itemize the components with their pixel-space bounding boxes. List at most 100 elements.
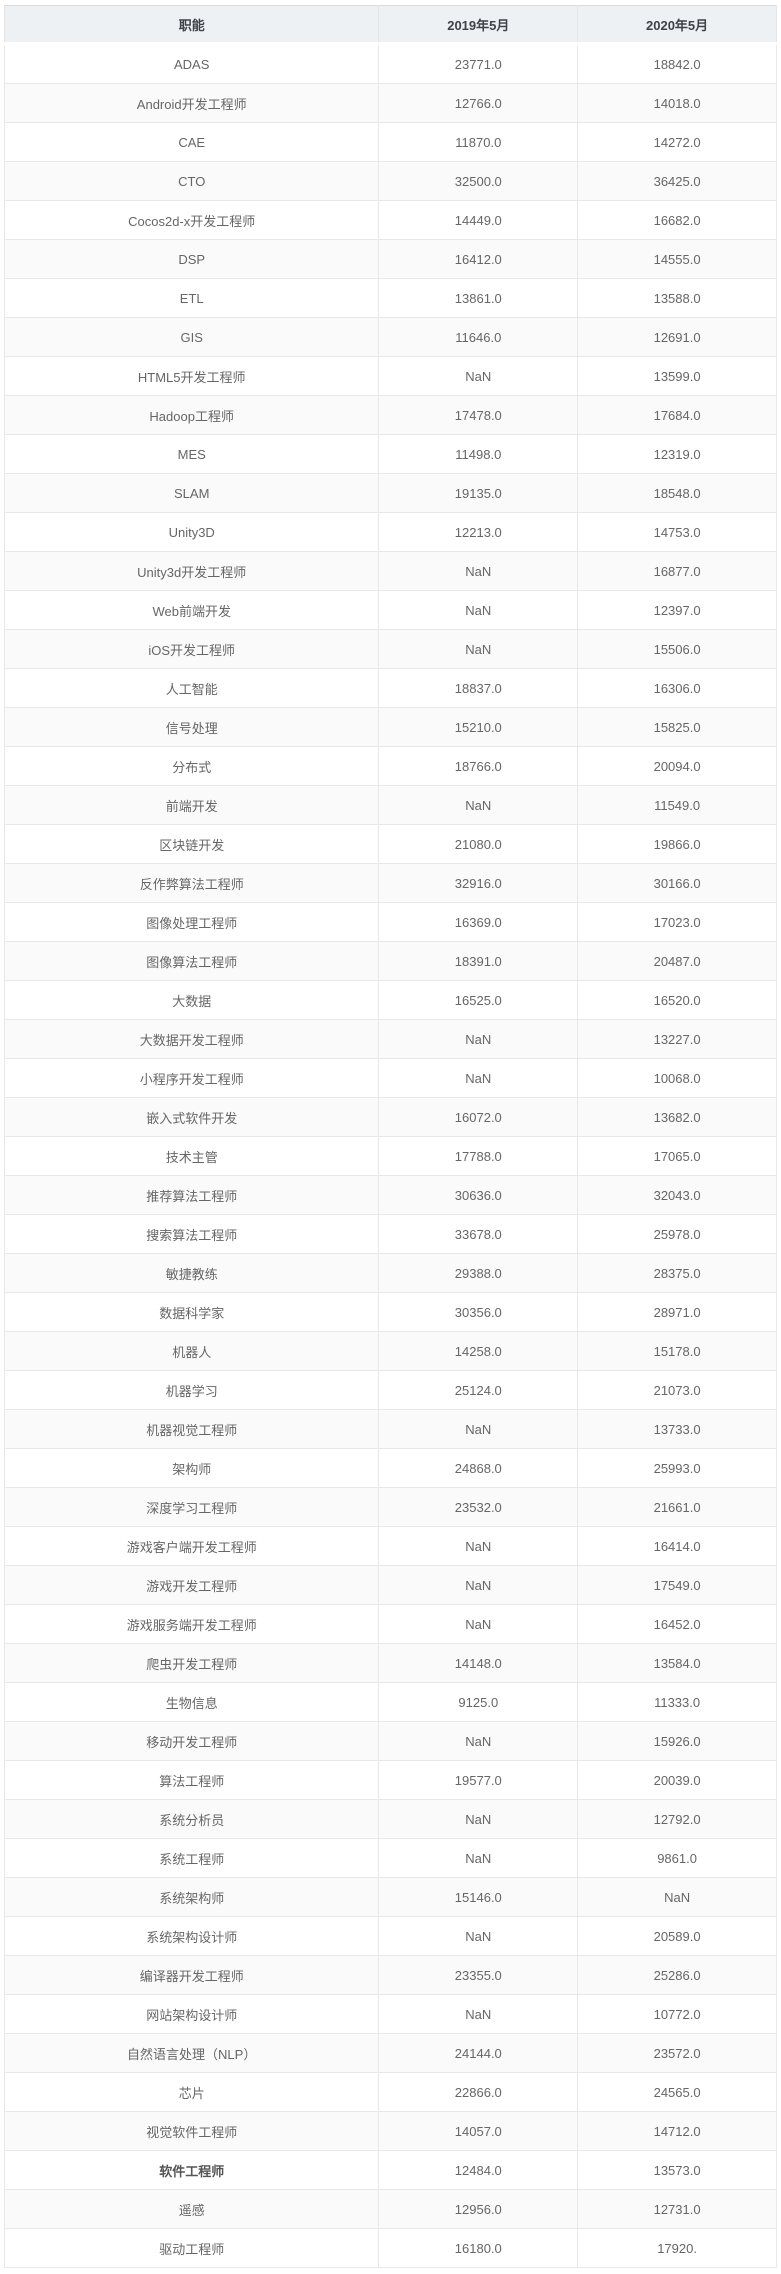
value-2019-cell: 14148.0 (378, 1643, 579, 1683)
value-2019-cell: NaN (378, 1526, 579, 1566)
table-row: Web前端开发 NaN 12397.0 (3, 590, 777, 630)
job-cell: 图像算法工程师 (3, 941, 380, 981)
job-cell: 信号处理 (3, 707, 380, 747)
table-row: Unity3D 12213.0 14753.0 (3, 512, 777, 552)
column-header-2019-05: 2019年5月 (378, 5, 579, 45)
job-cell: Hadoop工程师 (3, 395, 380, 435)
value-2019-cell: NaN (378, 1916, 579, 1956)
column-header-2020-05: 2020年5月 (577, 5, 777, 45)
value-2019-cell: 9125.0 (378, 1682, 579, 1722)
table-row: ADAS 23771.0 18842.0 (3, 43, 777, 84)
table-row: 图像处理工程师 16369.0 17023.0 (3, 902, 777, 942)
table-row: 嵌入式软件开发 16072.0 13682.0 (3, 1097, 777, 1137)
header-row: 职能 2019年5月 2020年5月 (3, 5, 777, 45)
value-2019-cell: NaN (378, 1838, 579, 1878)
value-2019-cell: NaN (378, 629, 579, 669)
value-2020-cell: 16520.0 (577, 980, 777, 1020)
value-2019-cell: 12484.0 (378, 2150, 579, 2190)
job-cell: 爬虫开发工程师 (3, 1643, 380, 1683)
job-cell: MES (3, 434, 380, 474)
job-cell: 分布式 (3, 746, 380, 786)
job-cell: ETL (3, 278, 380, 318)
value-2019-cell: 13861.0 (378, 278, 579, 318)
table-row: 机器人 14258.0 15178.0 (3, 1331, 777, 1371)
column-header-job: 职能 (3, 5, 380, 45)
job-cell: 机器人 (3, 1331, 380, 1371)
job-cell: 游戏开发工程师 (3, 1565, 380, 1605)
value-2019-cell: 11498.0 (378, 434, 579, 474)
value-2020-cell: 14018.0 (577, 83, 777, 123)
value-2020-cell: 17023.0 (577, 902, 777, 942)
value-2019-cell: 32916.0 (378, 863, 579, 903)
table-row: 机器视觉工程师 NaN 13733.0 (3, 1409, 777, 1449)
value-2019-cell: NaN (378, 1721, 579, 1761)
job-cell: 自然语言处理（NLP） (3, 2033, 380, 2073)
value-2020-cell: 16452.0 (577, 1604, 777, 1644)
job-cell: 机器学习 (3, 1370, 380, 1410)
value-2019-cell: NaN (378, 785, 579, 825)
salary-table-container: 职能 2019年5月 2020年5月 ADAS 23771.0 18842.0 … (3, 5, 777, 2268)
table-row: 技术主管 17788.0 17065.0 (3, 1136, 777, 1176)
job-cell: 架构师 (3, 1448, 380, 1488)
table-row: 游戏客户端开发工程师 NaN 16414.0 (3, 1526, 777, 1566)
value-2020-cell: 18842.0 (577, 43, 777, 84)
value-2020-cell: 21073.0 (577, 1370, 777, 1410)
value-2020-cell: 24565.0 (577, 2072, 777, 2112)
job-cell: Android开发工程师 (3, 83, 380, 123)
value-2020-cell: 36425.0 (577, 161, 777, 201)
job-cell: 技术主管 (3, 1136, 380, 1176)
job-cell: 系统分析员 (3, 1799, 380, 1839)
job-cell: 系统架构师 (3, 1877, 380, 1917)
value-2019-cell: 16412.0 (378, 239, 579, 279)
value-2019-cell: 22866.0 (378, 2072, 579, 2112)
job-cell: Cocos2d-x开发工程师 (3, 200, 380, 240)
job-cell: 网站架构设计师 (3, 1994, 380, 2034)
table-row: 大数据 16525.0 16520.0 (3, 980, 777, 1020)
job-cell: iOS开发工程师 (3, 629, 380, 669)
table-row: 爬虫开发工程师 14148.0 13584.0 (3, 1643, 777, 1683)
value-2020-cell: 14753.0 (577, 512, 777, 552)
value-2019-cell: NaN (378, 1604, 579, 1644)
table-row: 芯片 22866.0 24565.0 (3, 2072, 777, 2112)
table-row: Hadoop工程师 17478.0 17684.0 (3, 395, 777, 435)
job-cell: Web前端开发 (3, 590, 380, 630)
job-cell: 游戏服务端开发工程师 (3, 1604, 380, 1644)
value-2020-cell: 19866.0 (577, 824, 777, 864)
value-2020-cell: 14555.0 (577, 239, 777, 279)
job-cell: 遥感 (3, 2189, 380, 2229)
table-row: 反作弊算法工程师 32916.0 30166.0 (3, 863, 777, 903)
value-2020-cell: 13227.0 (577, 1019, 777, 1059)
job-cell: HTML5开发工程师 (3, 356, 380, 396)
table-row: 机器学习 25124.0 21073.0 (3, 1370, 777, 1410)
table-row: 敏捷教练 29388.0 28375.0 (3, 1253, 777, 1293)
value-2020-cell: 11333.0 (577, 1682, 777, 1722)
value-2019-cell: 11646.0 (378, 317, 579, 357)
job-cell: 敏捷教练 (3, 1253, 380, 1293)
value-2019-cell: 12956.0 (378, 2189, 579, 2229)
job-cell: 驱动工程师 (3, 2228, 380, 2268)
value-2020-cell: 15178.0 (577, 1331, 777, 1371)
value-2020-cell: 16682.0 (577, 200, 777, 240)
value-2019-cell: 18391.0 (378, 941, 579, 981)
table-row: 数据科学家 30356.0 28971.0 (3, 1292, 777, 1332)
table-row: MES 11498.0 12319.0 (3, 434, 777, 474)
job-cell: 区块链开发 (3, 824, 380, 864)
table-row: 网站架构设计师 NaN 10772.0 (3, 1994, 777, 2034)
value-2020-cell: 16306.0 (577, 668, 777, 708)
value-2019-cell: 32500.0 (378, 161, 579, 201)
value-2020-cell: 10068.0 (577, 1058, 777, 1098)
value-2020-cell: 18548.0 (577, 473, 777, 513)
value-2020-cell: 15825.0 (577, 707, 777, 747)
value-2020-cell: 14712.0 (577, 2111, 777, 2151)
value-2019-cell: NaN (378, 1799, 579, 1839)
value-2020-cell: 25286.0 (577, 1955, 777, 1995)
table-row: 前端开发 NaN 11549.0 (3, 785, 777, 825)
value-2020-cell: 25978.0 (577, 1214, 777, 1254)
table-row: 游戏开发工程师 NaN 17549.0 (3, 1565, 777, 1605)
table-row: 系统工程师 NaN 9861.0 (3, 1838, 777, 1878)
table-row: 软件工程师 12484.0 13573.0 (3, 2150, 777, 2190)
value-2019-cell: 16180.0 (378, 2228, 579, 2268)
job-cell: 算法工程师 (3, 1760, 380, 1800)
value-2020-cell: 13682.0 (577, 1097, 777, 1137)
